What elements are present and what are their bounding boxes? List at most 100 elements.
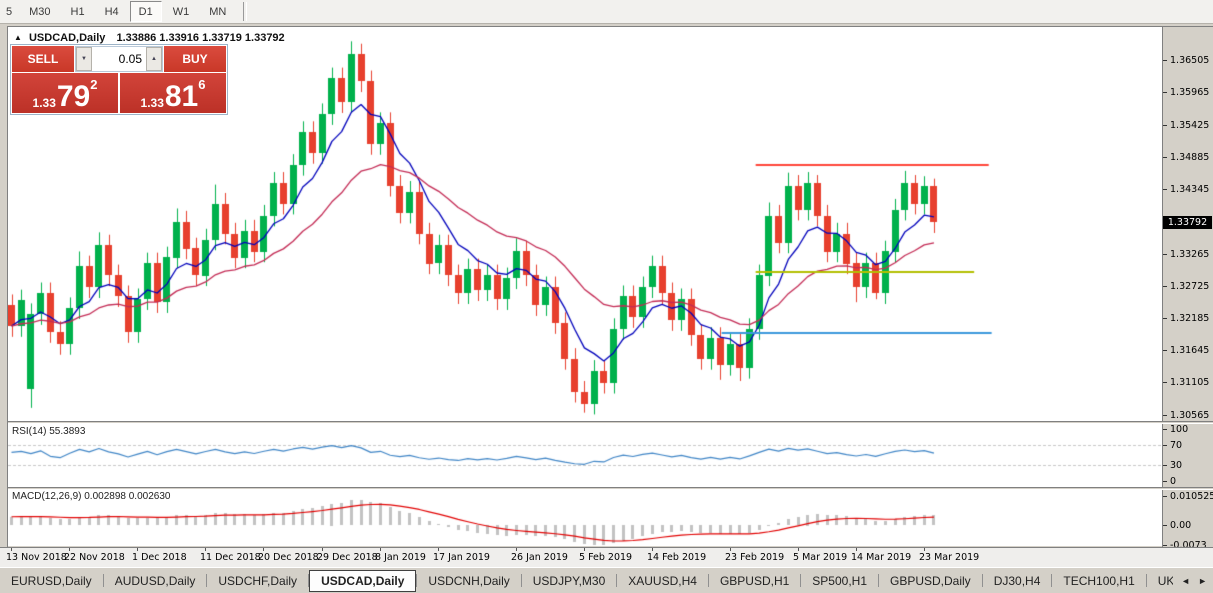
date-axis-label: 11 Dec 2018 — [200, 552, 261, 563]
price-axis-tick — [1163, 382, 1167, 383]
rsi-scale-label: 30 — [1170, 460, 1183, 471]
tab-separator — [102, 574, 104, 587]
price-axis-tick — [1163, 60, 1167, 61]
date-axis-tick — [516, 548, 517, 551]
buy-price-display[interactable]: 1.33 81 6 — [120, 73, 226, 113]
date-axis-label: 13 Nov 2018 — [6, 552, 67, 563]
rsi-scale-tick — [1163, 445, 1167, 446]
tab-sp500-h1[interactable]: SP500,H1 — [812, 573, 867, 588]
chart-title: ▲ USDCAD,Daily 1.33886 1.33916 1.33719 1… — [14, 32, 285, 44]
date-axis-tick — [205, 548, 206, 551]
tab-separator — [707, 574, 709, 587]
tab-dj30-h4[interactable]: DJ30,H4 — [993, 573, 1041, 588]
tab-gbpusd-h1[interactable]: GBPUSD,H1 — [719, 573, 790, 588]
macd-scale-tick — [1163, 545, 1167, 546]
tab-usdcnh-daily[interactable]: USDCNH,Daily — [428, 573, 510, 588]
price-axis-tick — [1163, 286, 1167, 287]
price-axis-tick — [1163, 189, 1167, 190]
date-axis-tick — [69, 548, 70, 551]
macd-scale-label: 0.010525 — [1170, 491, 1213, 502]
tab-eurusd-daily[interactable]: EURUSD,Daily — [11, 573, 92, 588]
macd-indicator-pane[interactable] — [8, 490, 1162, 546]
timeframe-button-mn[interactable]: MN — [209, 5, 227, 18]
tab-separator — [981, 574, 983, 587]
chart-ohlc-values: 1.33886 1.33916 1.33719 1.33792 — [116, 32, 285, 44]
date-axis-tick — [924, 548, 925, 551]
timeframe-button-h4[interactable]: H4 — [104, 5, 119, 18]
chart-symbol-period: USDCAD,Daily — [28, 32, 106, 44]
timeframe-button-m30[interactable]: M30 — [29, 5, 51, 18]
price-axis-label: 1.33265 — [1170, 249, 1210, 260]
tab-separator — [520, 574, 522, 587]
tab-separator — [416, 574, 418, 587]
date-axis-tick — [263, 548, 264, 551]
tab-tech100-h1[interactable]: TECH100,H1 — [1063, 573, 1135, 588]
date-axis-label: 26 Jan 2019 — [511, 552, 568, 563]
buy-pips: 81 — [164, 80, 199, 113]
price-axis-label: 1.32725 — [1170, 281, 1210, 292]
price-axis-label: 1.34885 — [1170, 152, 1210, 163]
toolbar-separator — [243, 2, 248, 21]
price-axis-tick — [1163, 92, 1167, 93]
macd-scale-tick — [1163, 496, 1167, 497]
date-axis-label: 14 Mar 2019 — [851, 552, 912, 563]
buy-pipette: 6 — [198, 77, 206, 92]
tab-separator — [878, 574, 879, 587]
pane-separator[interactable] — [8, 421, 1213, 424]
macd-indicator-label: MACD(12,26,9) 0.002898 0.002630 — [12, 491, 171, 502]
tab-separator — [308, 574, 310, 587]
tab-separator — [616, 574, 618, 587]
timeframe-button-w1[interactable]: W1 — [172, 5, 190, 18]
price-axis-tick — [1163, 157, 1167, 158]
macd-scale-label: 0.00 — [1170, 520, 1192, 531]
price-axis-tick — [1163, 318, 1167, 319]
tab-usdcad-daily[interactable]: USDCAD,Daily — [309, 569, 417, 592]
date-axis-tick — [322, 548, 323, 551]
sell-big-figure: 1.33 — [32, 96, 56, 110]
timeframe-button-5[interactable]: 5 — [6, 5, 13, 18]
sell-pipette: 2 — [90, 77, 98, 92]
buy-button[interactable]: BUY — [164, 46, 226, 72]
timeframe-button-h1[interactable]: H1 — [70, 5, 85, 18]
date-axis-label: 29 Dec 2018 — [317, 552, 378, 563]
timeframe-button-d1[interactable]: D1 — [129, 1, 162, 22]
price-axis: 1.36505 1.35965 1.35425 1.34885 1.34345 1.332… — [1163, 0, 1213, 567]
volume-decrease-button[interactable]: ▼ — [76, 47, 92, 71]
price-axis-label: 1.31105 — [1170, 377, 1210, 388]
date-axis-label: 14 Feb 2019 — [647, 552, 707, 563]
volume-input[interactable] — [92, 47, 146, 71]
volume-spinner: ▼ ▲ — [75, 46, 163, 72]
price-axis-label: 1.36505 — [1170, 55, 1210, 66]
price-axis-tick — [1163, 254, 1167, 255]
rsi-scale-label: 100 — [1170, 424, 1189, 435]
tab-separator — [1051, 574, 1053, 587]
date-axis-tick — [380, 548, 381, 551]
tab-scroll-left-button[interactable]: ◄ — [1181, 576, 1191, 586]
price-axis-label: 1.35425 — [1170, 120, 1210, 131]
sell-button[interactable]: SELL — [12, 46, 74, 72]
tab-audusd-daily[interactable]: AUDUSD,Daily — [114, 573, 196, 588]
collapse-panel-arrow-icon[interactable]: ▲ — [14, 33, 22, 42]
tab-usdchf-daily[interactable]: USDCHF,Daily — [218, 573, 298, 588]
date-axis-label: 22 Nov 2018 — [64, 552, 125, 563]
rsi-indicator-pane[interactable] — [8, 424, 1162, 487]
macd-scale-label: -0.0073 — [1170, 540, 1207, 551]
tab-separator — [800, 574, 802, 587]
tab-usdjpy-m30[interactable]: USDJPY,M30 — [532, 573, 606, 588]
rsi-indicator-label: RSI(14) 55.3893 — [12, 426, 86, 437]
price-axis-label: 1.31645 — [1170, 345, 1210, 356]
tab-xauusd-h4[interactable]: XAUUSD,H4 — [628, 573, 697, 588]
pane-separator[interactable] — [8, 487, 1213, 490]
price-axis-label: 1.30565 — [1170, 410, 1210, 421]
rsi-scale-tick — [1163, 481, 1167, 482]
tab-gbpusd-daily[interactable]: GBPUSD,Daily — [890, 573, 971, 588]
price-axis-tick — [1163, 415, 1167, 416]
volume-increase-button[interactable]: ▲ — [146, 47, 162, 71]
triangle-up-icon: ▲ — [151, 56, 157, 62]
date-axis-label: 1 Dec 2018 — [132, 552, 187, 563]
triangle-down-icon: ▼ — [81, 56, 87, 62]
tab-scroll-right-button[interactable]: ► — [1198, 576, 1207, 586]
sell-price-display[interactable]: 1.33 79 2 — [12, 73, 118, 113]
